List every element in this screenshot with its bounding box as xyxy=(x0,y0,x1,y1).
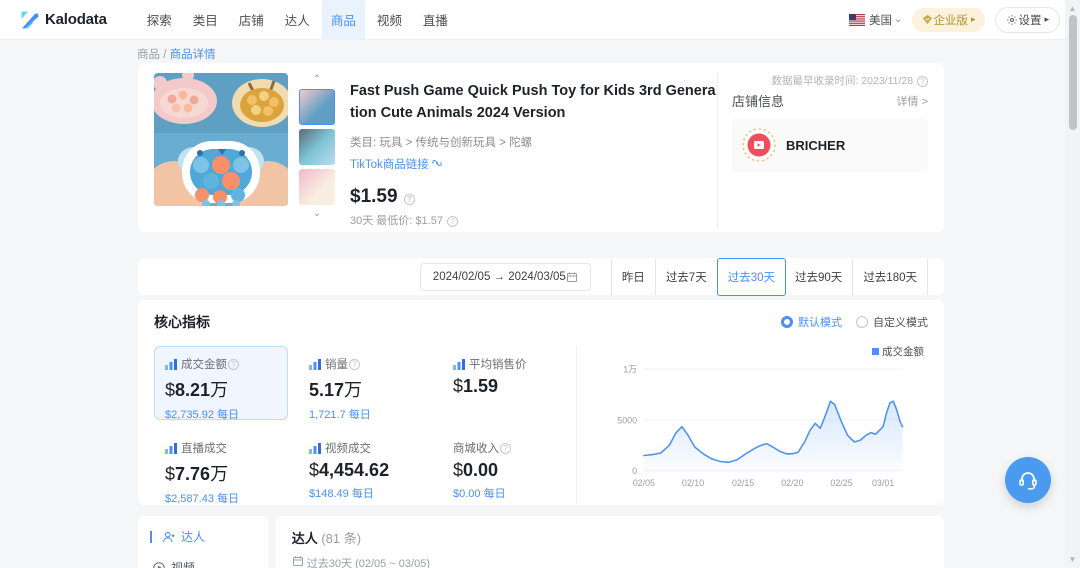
svg-text:02/20: 02/20 xyxy=(781,478,803,488)
svg-text:02/15: 02/15 xyxy=(732,478,754,488)
svg-text:02/05: 02/05 xyxy=(633,478,655,488)
svg-text:02/25: 02/25 xyxy=(830,478,852,488)
svg-text:5000: 5000 xyxy=(617,415,637,425)
svg-text:02/10: 02/10 xyxy=(682,478,704,488)
svg-text:1万: 1万 xyxy=(623,364,637,374)
svg-text:03/01: 03/01 xyxy=(872,478,894,488)
svg-text:0: 0 xyxy=(632,466,637,476)
